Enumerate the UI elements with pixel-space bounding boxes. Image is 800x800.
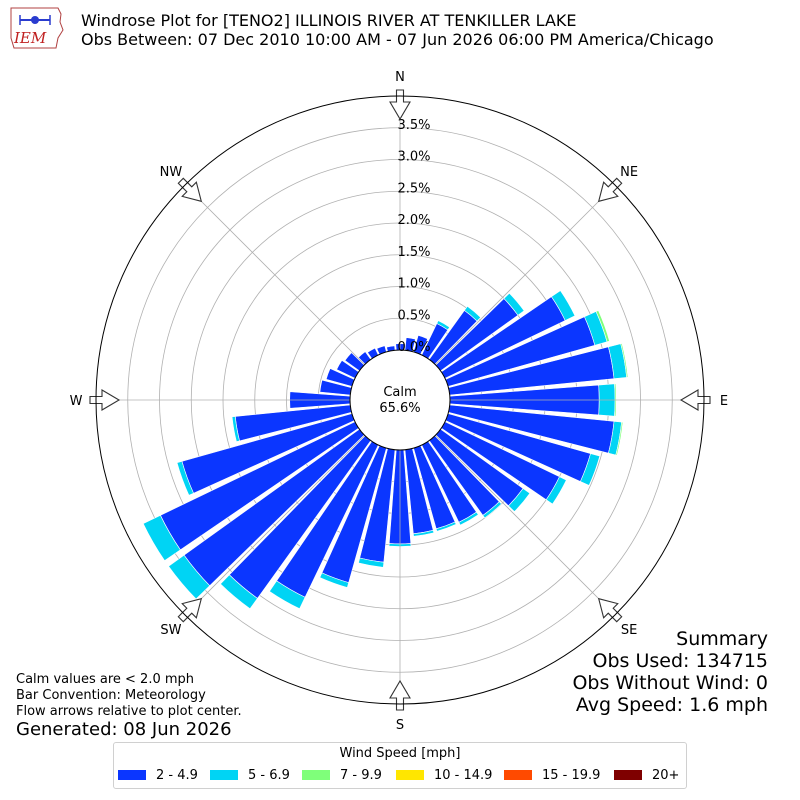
grid-spoke [184, 435, 365, 616]
legend-label: 5 - 6.9 [248, 767, 290, 783]
direction-arrows [89, 89, 711, 711]
summary-obs-used: Obs Used: 134715 [592, 650, 768, 672]
direction-labels: N NE E SE S SW W NW [70, 70, 729, 733]
legend-swatch [614, 770, 642, 780]
calm-circle [349, 349, 451, 451]
windrose-bar [231, 416, 240, 443]
windrose-bar [503, 292, 525, 316]
direction-label: SE [621, 623, 637, 638]
flow-arrow [177, 597, 203, 623]
windrose-bar [436, 320, 451, 331]
windrose-bar [482, 501, 502, 519]
chart-subtitle: Obs Between: 07 Dec 2010 10:00 AM - 07 J… [81, 30, 714, 49]
windrose-bar [435, 521, 457, 532]
radial-tick-label: 2.0% [397, 213, 430, 228]
note-calm-definition: Calm values are < 2.0 mph [16, 672, 195, 687]
legend-title: Wind Speed [mph] [339, 746, 461, 761]
calm-label: Calm [383, 385, 416, 400]
flow-arrow [597, 177, 623, 203]
windrose-bar [269, 580, 306, 610]
legend-swatch [302, 770, 330, 780]
windrose-bar [142, 514, 181, 561]
chart-title: Windrose Plot for [TENO2] ILLINOIS RIVER… [81, 11, 577, 30]
grid-spoke [435, 184, 616, 365]
radial-tick-label: 1.5% [397, 245, 430, 260]
direction-label: SW [160, 623, 181, 638]
flow-arrow [679, 389, 711, 411]
flow-arrow [177, 177, 203, 203]
direction-label: NW [160, 165, 183, 180]
direction-label: W [70, 394, 83, 409]
direction-label: S [396, 718, 404, 733]
flow-arrow [389, 89, 411, 121]
iem-logo: IEM [10, 7, 64, 49]
generated-date: Generated: 08 Jun 2026 [16, 719, 232, 740]
outer-ring [95, 95, 705, 705]
direction-label: NE [620, 165, 638, 180]
legend-item: 20+ [614, 767, 679, 783]
radial-tick-labels: 0.0% 0.5% 1.0% 1.5% 2.0% 2.5% 3.0% 3.5% [397, 118, 430, 355]
note-bar-convention: Bar Convention: Meteorology [16, 688, 206, 703]
windrose-bar [168, 554, 211, 600]
summary-avg-speed: Avg Speed: 1.6 mph [575, 694, 768, 716]
legend-label: 7 - 9.9 [340, 767, 382, 783]
windrose-bar [358, 557, 385, 568]
legend-item: 5 - 6.9 [210, 767, 290, 783]
legend-swatch [210, 770, 238, 780]
radial-tick-label: 3.5% [397, 118, 430, 133]
windrose-bar [620, 343, 629, 378]
grid-spoke [435, 435, 616, 616]
radial-tick-label: 0.0% [397, 340, 430, 355]
direction-label: N [395, 70, 405, 85]
legend-swatch [504, 770, 532, 780]
legend-item: 15 - 19.9 [504, 767, 600, 783]
flow-arrow [597, 597, 623, 623]
calm-center: Calm 65.6% [349, 349, 451, 451]
direction-spokes [96, 96, 704, 704]
radial-tick-label: 0.5% [397, 308, 430, 323]
direction-label: E [720, 394, 728, 409]
windrose-bar [458, 511, 479, 526]
windrose-bar [508, 488, 531, 513]
windrose-bar [580, 453, 601, 486]
grid-spoke [184, 184, 365, 365]
legend-item: 2 - 4.9 [118, 767, 198, 783]
calm-percent: 65.6% [379, 401, 420, 416]
summary-heading: Summary [676, 628, 768, 650]
summary-obs-without-wind: Obs Without Wind: 0 [572, 672, 768, 694]
legend-item: 7 - 9.9 [302, 767, 382, 783]
note-flow-arrows: Flow arrows relative to plot center. [16, 704, 242, 719]
legend-label: 10 - 14.9 [434, 767, 493, 783]
windrose-bars [142, 290, 629, 610]
windrose-bar [176, 460, 194, 496]
radial-tick-label: 1.0% [397, 277, 430, 292]
windrose-bar [595, 310, 610, 343]
legend-swatch [396, 770, 424, 780]
windrose-bar [545, 476, 567, 505]
legend-label: 20+ [652, 767, 680, 783]
windrose-bar [551, 290, 576, 321]
radial-tick-label: 2.5% [397, 181, 430, 196]
windrose-bar [615, 421, 624, 456]
legend-label: 2 - 4.9 [156, 767, 198, 783]
legend-item: 10 - 14.9 [396, 767, 492, 783]
flow-arrow [389, 679, 411, 711]
legend: Wind Speed [mph] 2 - 4.9 5 - 6.9 7 - 9.9… [113, 742, 687, 789]
windrose-bar [413, 529, 435, 537]
windrose-bar [220, 574, 258, 610]
legend-label: 15 - 19.9 [542, 767, 601, 783]
legend-swatch [118, 770, 146, 780]
radial-tick-label: 3.0% [397, 150, 430, 165]
logo-text: IEM [13, 29, 47, 47]
windrose-bar [463, 305, 482, 322]
windrose-bar [319, 572, 350, 588]
flow-arrow [89, 389, 121, 411]
